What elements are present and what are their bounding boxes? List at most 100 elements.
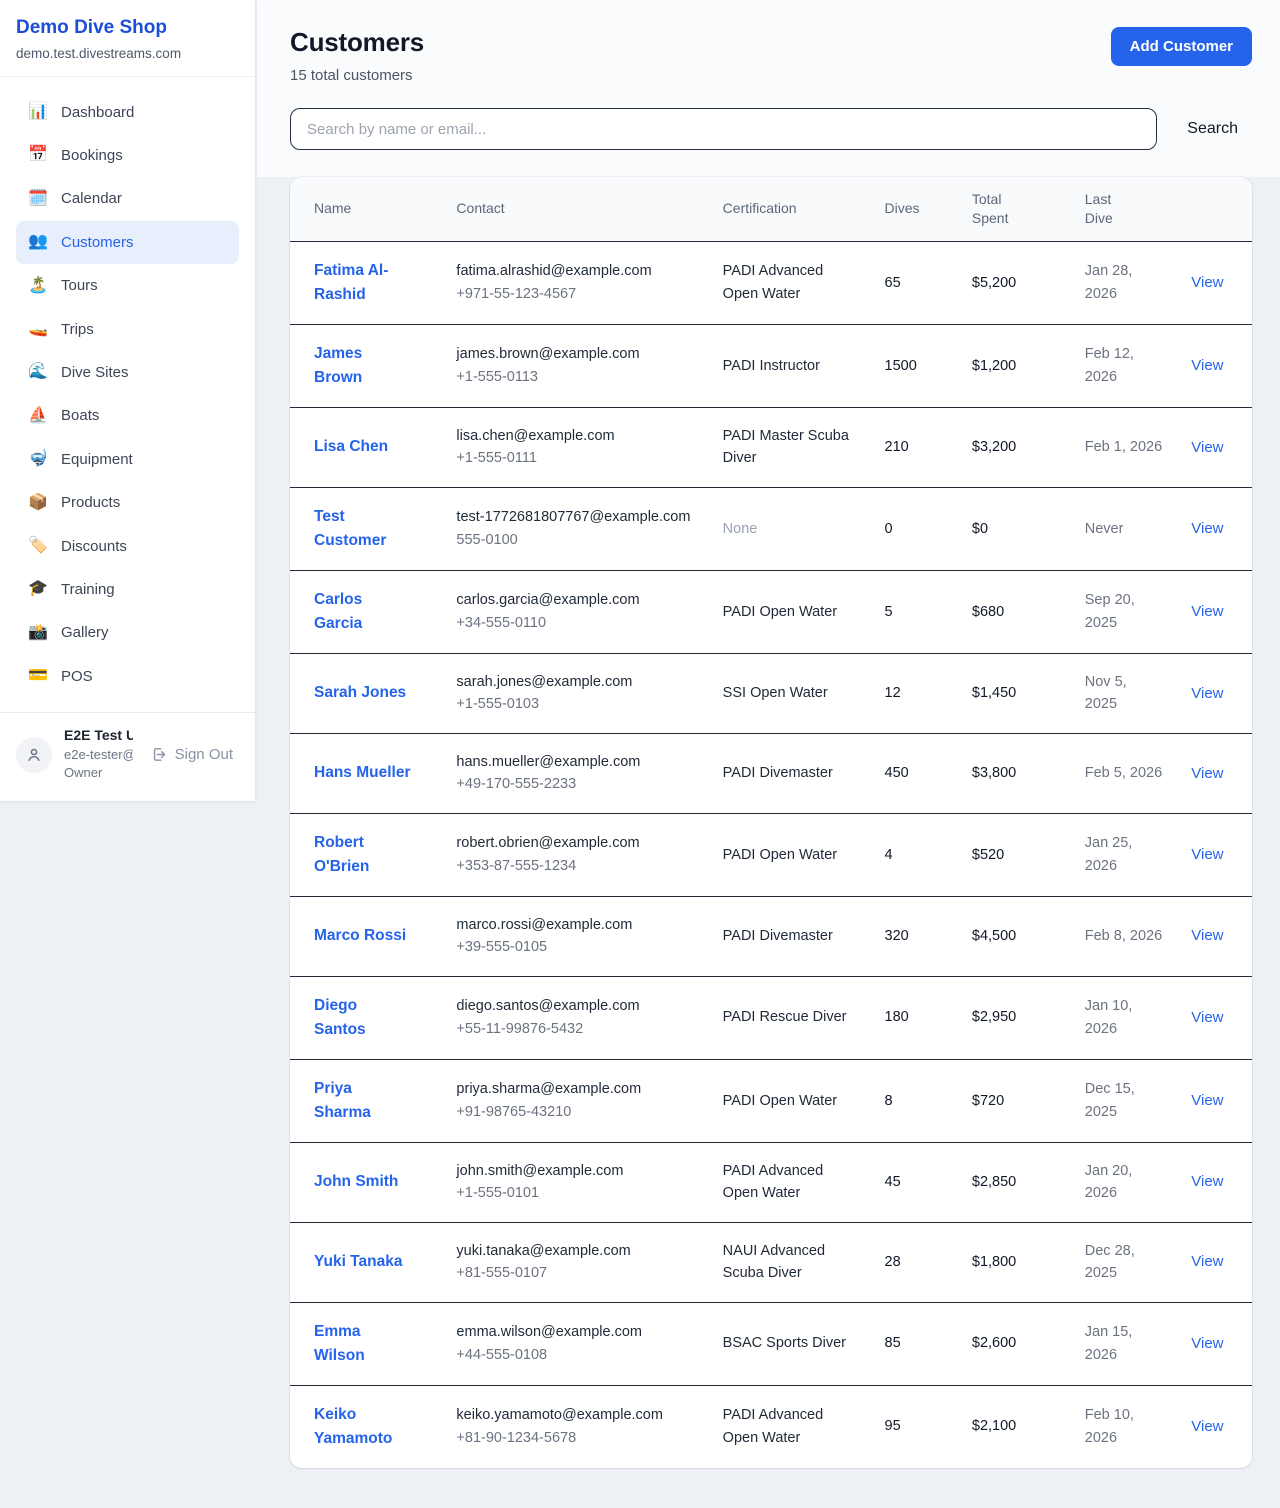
sidebar-item-dashboard[interactable]: 📊 Dashboard bbox=[16, 91, 239, 133]
view-link[interactable]: View bbox=[1191, 1173, 1224, 1191]
sidebar-item-tours[interactable]: 🏝️ Tours bbox=[16, 265, 239, 307]
sidebar-item-training[interactable]: 🎓 Training bbox=[16, 568, 239, 610]
last-dive-text: Dec 28, 2025 bbox=[1084, 1242, 1135, 1282]
customer-last-dive: Jan 28, 2026 bbox=[1072, 241, 1180, 325]
view-link[interactable]: View bbox=[1191, 1092, 1224, 1109]
customer-name-link[interactable]: Keiko Yamamoto bbox=[314, 1405, 393, 1447]
sidebar-item-label: Calendar bbox=[61, 190, 122, 208]
customer-email: test-1772681807767@example.com bbox=[456, 509, 691, 526]
sidebar-item-gallery[interactable]: 📸 Gallery bbox=[16, 612, 239, 654]
view-link[interactable]: View bbox=[1191, 1334, 1224, 1352]
sidebar-item-dive-sites[interactable]: 🌊 Dive Sites bbox=[16, 351, 239, 393]
customer-name-link[interactable]: Priya Sharma bbox=[314, 1079, 371, 1121]
customer-view-cell: View bbox=[1179, 241, 1252, 325]
customer-view-cell: View bbox=[1179, 733, 1252, 814]
customer-certification: PADI Master Scuba Diver bbox=[710, 407, 873, 488]
last-dive-text: Jan 20, 2026 bbox=[1084, 1162, 1133, 1202]
dashboard-icon: 📊 bbox=[28, 103, 48, 120]
customer-name-link[interactable]: Carlos Garcia bbox=[314, 590, 363, 632]
column-header-label: Last Dive bbox=[1084, 191, 1113, 226]
shop-name: Demo Dive Shop bbox=[16, 17, 167, 38]
sign-out-label: Sign Out bbox=[174, 746, 233, 764]
customer-dives: 0 bbox=[872, 487, 960, 571]
customer-name-cell: Marco Rossi bbox=[290, 896, 445, 977]
customer-view-cell: View bbox=[1179, 1059, 1252, 1143]
customer-dives: 320 bbox=[872, 896, 960, 977]
customer-name-link[interactable]: Hans Mueller bbox=[314, 764, 411, 782]
customer-name-link[interactable]: Test Customer bbox=[314, 507, 387, 549]
sidebar-item-boats[interactable]: ⛵ Boats bbox=[16, 395, 239, 437]
view-link[interactable]: View bbox=[1191, 1253, 1224, 1271]
view-link[interactable]: View bbox=[1191, 603, 1224, 621]
view-link[interactable]: View bbox=[1191, 520, 1224, 538]
customer-total-spent: $520 bbox=[959, 813, 1073, 897]
sidebar-item-trips[interactable]: 🚤 Trips bbox=[16, 308, 239, 350]
column-header-label: Dives bbox=[884, 200, 920, 217]
customer-phone: +34-555-0110 bbox=[456, 614, 547, 631]
customer-name-link[interactable]: Diego Santos bbox=[314, 996, 366, 1038]
customer-name-link[interactable]: Lisa Chen bbox=[314, 438, 389, 456]
customer-row: Marco Rossi marco.rossi@example.com +39-55… bbox=[290, 896, 1252, 977]
view-link[interactable]: View bbox=[1191, 927, 1224, 945]
customer-phone: +39-555-0105 bbox=[456, 939, 548, 956]
customer-dives: 4 bbox=[872, 813, 960, 897]
pos-icon: 💳 bbox=[28, 667, 48, 685]
add-customer-button[interactable]: Add Customer bbox=[1110, 27, 1252, 66]
sidebar-item-pos[interactable]: 💳 POS bbox=[16, 655, 239, 697]
customer-name-link[interactable]: Fatima Al-Rashid bbox=[314, 261, 389, 303]
sidebar-item-products[interactable]: 📦 Products bbox=[16, 482, 239, 524]
customer-name-link[interactable]: John Smith bbox=[314, 1173, 399, 1191]
customer-last-dive: Jan 20, 2026 bbox=[1072, 1142, 1180, 1223]
search-input[interactable] bbox=[290, 108, 1158, 150]
view-link[interactable]: View bbox=[1191, 846, 1224, 863]
sidebar-item-label: Equipment bbox=[61, 450, 133, 468]
view-link[interactable]: View bbox=[1191, 1417, 1224, 1435]
customer-certification: SSI Open Water bbox=[710, 653, 873, 734]
customer-row: Carlos Garcia carlos.garcia@example.com +3… bbox=[290, 570, 1252, 654]
view-link[interactable]: View bbox=[1191, 274, 1224, 292]
customer-count: 15 total customers bbox=[290, 67, 413, 84]
content-area: Name Contact Certification Dives Total Spent… bbox=[257, 177, 1280, 1508]
customer-phone: +81-555-0107 bbox=[456, 1265, 548, 1282]
column-header-dives: Dives bbox=[872, 177, 960, 242]
customer-name-link[interactable]: Yuki Tanaka bbox=[314, 1253, 403, 1271]
customer-name-link[interactable]: Sarah Jones bbox=[314, 684, 407, 702]
sidebar-item-customers[interactable]: 👥 Customers bbox=[16, 221, 239, 264]
column-header-label: Certification bbox=[722, 200, 797, 217]
view-link[interactable]: View bbox=[1191, 764, 1224, 782]
last-dive-text: Feb 10, 2026 bbox=[1084, 1407, 1134, 1446]
customer-name-cell: Emma Wilson bbox=[290, 1302, 445, 1386]
sidebar-item-equipment[interactable]: 🤿 Equipment bbox=[16, 438, 239, 480]
sign-out-icon bbox=[153, 748, 165, 761]
customer-name-cell: Diego Santos bbox=[290, 976, 445, 1060]
customer-view-cell: View bbox=[1179, 896, 1252, 977]
sign-out-button[interactable]: Sign Out bbox=[145, 745, 239, 764]
page-header: Customers 15 total customers Add Custome… bbox=[257, 0, 1280, 177]
view-link[interactable]: View bbox=[1191, 1008, 1224, 1026]
customer-dives: 210 bbox=[872, 407, 960, 488]
main-content: Customers 15 total customers Add Custome… bbox=[257, 0, 1280, 1508]
search-button[interactable]: Search bbox=[1157, 120, 1252, 138]
sidebar-item-label: POS bbox=[61, 667, 93, 685]
last-dive-text: Jan 10, 2026 bbox=[1084, 998, 1133, 1037]
sidebar-item-calendar[interactable]: 🗓️ Calendar bbox=[16, 178, 239, 220]
dive-sites-icon: 🌊 bbox=[28, 363, 48, 381]
customer-last-dive: Dec 28, 2025 bbox=[1072, 1222, 1180, 1303]
view-link[interactable]: View bbox=[1191, 684, 1224, 702]
column-header-last-dive: Last Dive bbox=[1072, 177, 1180, 242]
customer-name-link[interactable]: Marco Rossi bbox=[314, 927, 407, 945]
view-link[interactable]: View bbox=[1191, 357, 1224, 375]
customer-dives: 65 bbox=[872, 241, 960, 325]
customer-contact-cell: test-1772681807767@example.com 555-0100 bbox=[444, 487, 711, 571]
sidebar-item-bookings[interactable]: 📅 Bookings bbox=[16, 134, 239, 176]
view-link[interactable]: View bbox=[1191, 438, 1224, 456]
customer-email: yuki.tanaka@example.com bbox=[456, 1242, 631, 1259]
customer-name-link[interactable]: James Brown bbox=[314, 344, 363, 386]
customer-contact-cell: priya.sharma@example.com +91-98765-43210 bbox=[444, 1059, 711, 1143]
last-dive-text: Nov 5, 2025 bbox=[1084, 673, 1127, 713]
customer-contact-cell: john.smith@example.com +1-555-0101 bbox=[444, 1142, 711, 1223]
customer-name-link[interactable]: Robert O'Brien bbox=[314, 833, 370, 875]
sidebar-item-discounts[interactable]: 🏷️ Discounts bbox=[16, 525, 239, 567]
customer-view-cell: View bbox=[1179, 324, 1252, 408]
customer-name-link[interactable]: Emma Wilson bbox=[314, 1322, 365, 1364]
